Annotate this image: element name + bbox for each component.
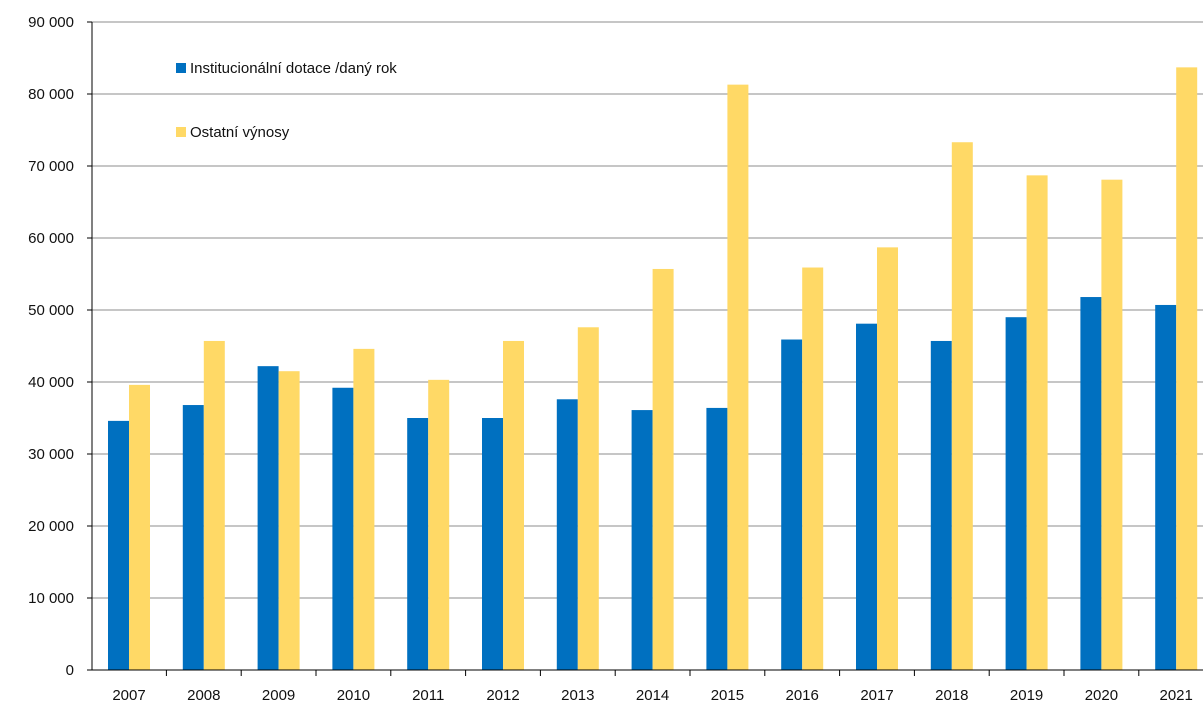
bar-ostatni-vynosy-2013 — [577, 327, 599, 670]
y-tick-label: 20 000 — [28, 518, 74, 535]
bar-ostatni-vynosy-2021 — [1176, 67, 1198, 671]
legend-swatch-institucionalni-dotace — [176, 63, 186, 73]
bar-institucionalni-dotace-2017 — [856, 323, 877, 670]
y-tick-label: 10 000 — [28, 590, 74, 607]
bar-institucionalni-dotace-2014 — [631, 410, 653, 670]
x-tick-label: 2019 — [1010, 687, 1043, 704]
x-tick-label: 2018 — [935, 687, 968, 704]
x-tick-label: 2011 — [412, 687, 444, 704]
x-tick-label: 2012 — [486, 687, 519, 704]
legend-swatch-ostatni-vynosy — [176, 127, 186, 137]
x-tick-label: 2009 — [262, 687, 295, 704]
bar-ostatni-vynosy-2014 — [652, 268, 674, 670]
x-tick-label: 2010 — [337, 687, 370, 704]
legend-label-institucionalni-dotace: Institucionální dotace /daný rok — [190, 60, 397, 77]
bar-ostatni-vynosy-2007 — [129, 384, 150, 670]
bar-ostatni-vynosy-2015 — [727, 84, 749, 670]
bar-institucionalni-dotace-2010 — [332, 387, 354, 670]
y-tick-label: 50 000 — [28, 302, 74, 319]
y-tick-label: 30 000 — [28, 446, 74, 463]
bar-ostatni-vynosy-2008 — [203, 340, 225, 670]
x-tick-label: 2015 — [711, 687, 744, 704]
bar-ostatni-vynosy-2012 — [503, 340, 524, 670]
bar-institucionalni-dotace-2020 — [1080, 297, 1102, 670]
bar-institucionalni-dotace-2013 — [556, 399, 578, 670]
bar-ostatni-vynosy-2011 — [428, 379, 450, 670]
bar-ostatni-vynosy-2020 — [1101, 179, 1123, 670]
bar-ostatni-vynosy-2019 — [1026, 175, 1048, 671]
y-tick-label: 70 000 — [28, 158, 74, 175]
bar-institucionalni-dotace-2018 — [930, 340, 952, 670]
x-tick-label: 2007 — [112, 687, 145, 704]
x-tick-label: 2016 — [786, 687, 819, 704]
bar-ostatni-vynosy-2018 — [951, 142, 973, 671]
y-tick-label: 0 — [66, 662, 74, 679]
legend: Institucionální dotace /daný rok Ostatní… — [176, 60, 397, 141]
x-tick-label: 2017 — [860, 687, 893, 704]
bar-ostatni-vynosy-2010 — [353, 348, 375, 670]
bar-institucionalni-dotace-2008 — [182, 405, 204, 670]
legend-label-ostatni-vynosy: Ostatní výnosy — [190, 124, 290, 141]
bars — [108, 67, 1198, 671]
bar-institucionalni-dotace-2007 — [108, 420, 129, 670]
x-tick-label: 2014 — [636, 687, 669, 704]
x-tick-label: 2013 — [561, 687, 594, 704]
bar-ostatni-vynosy-2016 — [802, 267, 824, 670]
bar-institucionalni-dotace-2019 — [1005, 317, 1027, 670]
x-tick-label: 2008 — [187, 687, 220, 704]
y-tick-label: 90 000 — [28, 14, 74, 31]
y-tick-labels: 0 10 000 20 000 30 000 40 000 50 000 60 000 70 … — [28, 14, 74, 679]
x-tick-label: 2020 — [1085, 687, 1118, 704]
bar-institucionalni-dotace-2012 — [482, 418, 503, 670]
bar-institucionalni-dotace-2015 — [706, 407, 728, 670]
bar-ostatni-vynosy-2017 — [877, 247, 898, 671]
bar-institucionalni-dotace-2011 — [407, 418, 429, 670]
bar-institucionalni-dotace-2016 — [781, 339, 803, 670]
y-tick-label: 40 000 — [28, 374, 74, 391]
bar-ostatni-vynosy-2009 — [278, 371, 300, 670]
y-tick-label: 60 000 — [28, 230, 74, 247]
y-tick-label: 80 000 — [28, 86, 74, 103]
bar-institucionalni-dotace-2009 — [257, 366, 279, 670]
axes — [87, 21, 1203, 676]
x-tick-label: 2021 — [1160, 687, 1193, 704]
bar-institucionalni-dotace-2021 — [1155, 304, 1177, 670]
x-tick-labels: 2007 2008 2009 2010 2011 2012 2013 2014 2015 2016… — [112, 687, 1193, 704]
